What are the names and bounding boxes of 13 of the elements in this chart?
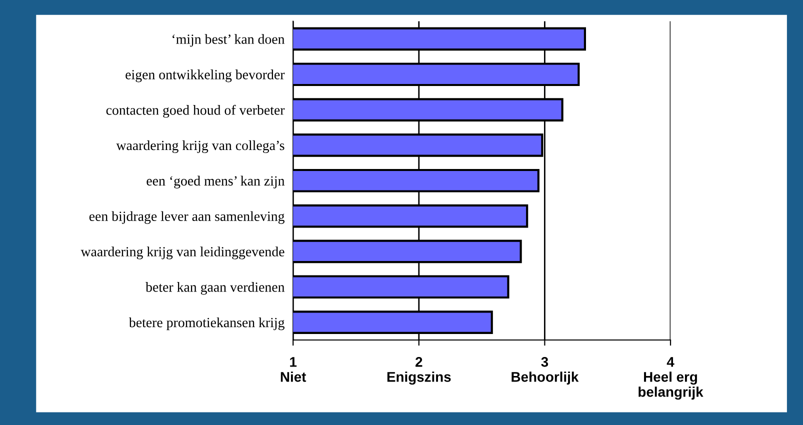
y-tick-label: eigen ontwikkeling bevorder — [126, 70, 285, 82]
y-tick-label: ‘mijn best’ kan doen — [172, 34, 285, 47]
y-tick-label: waardering krijg van leidinggevende — [80, 246, 284, 260]
y-tick-label: beter kan gaan verdienen — [146, 282, 285, 295]
x-tick-label: 1 Niet — [280, 357, 306, 382]
y-tick-label: waardering krijg van collega’s — [116, 140, 284, 154]
x-tick-label: 2 Enigszins — [387, 357, 451, 385]
y-tick-label: contacten goed houd of verbeter — [106, 104, 285, 118]
x-tick-label: 3 Behoorlijk — [512, 357, 579, 385]
y-tick-label: een bijdrage lever aan samenleving — [89, 211, 284, 224]
y-tick-label: betere promotiekansen krijg — [128, 317, 284, 330]
y-tick-label: een ‘goed mens’ kan zijn — [146, 176, 285, 188]
x-tick-label: 4 Heel erg belangrijk — [638, 357, 704, 400]
